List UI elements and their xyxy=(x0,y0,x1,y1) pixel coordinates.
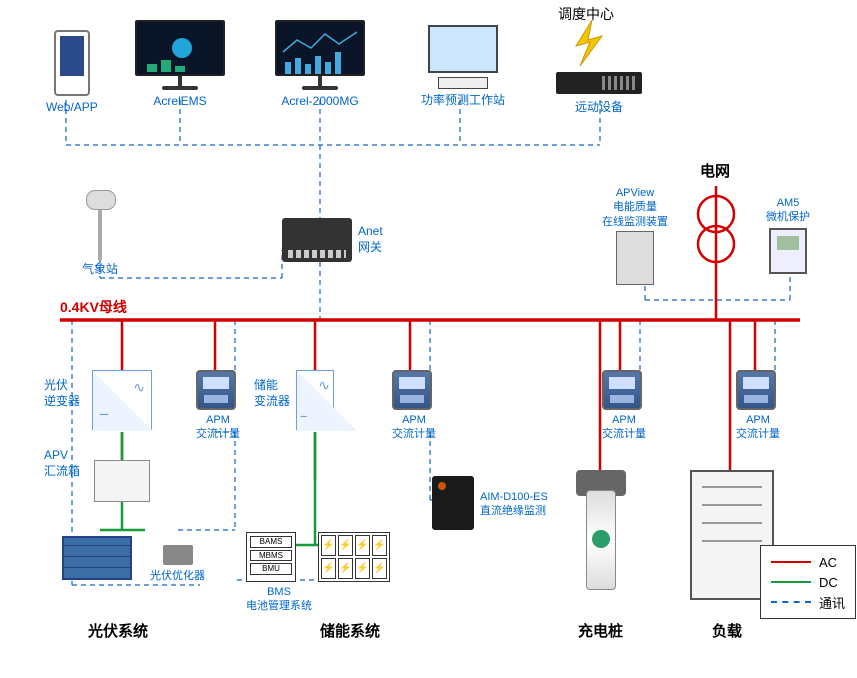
bms-node: BAMS MBMS BMU BMS电池管理系统 xyxy=(246,532,312,614)
anet-node: Anet网关 xyxy=(282,218,383,262)
charger-title: 充电桩 xyxy=(578,620,623,641)
meter-icon xyxy=(602,370,642,410)
load-apm-label: APM交流计量 xyxy=(736,413,780,442)
webapp-label: Web/APP xyxy=(46,100,98,116)
lightning-icon xyxy=(576,20,602,66)
pv-title: 光伏系统 xyxy=(88,620,148,641)
dispatch-label: 调度中心 xyxy=(558,4,614,24)
legend: AC DC 通讯 xyxy=(760,545,856,619)
am5-label: AM5微机保护 xyxy=(766,196,810,225)
aim-label: AIM-D100-ES直流绝缘监测 xyxy=(480,490,548,519)
acrelems-node: AcrelEMS xyxy=(135,20,225,110)
ess-converter-node: ∿-- xyxy=(296,370,334,430)
webapp-node: Web/APP xyxy=(46,30,98,116)
ess-apm-label: APM交流计量 xyxy=(392,413,436,442)
converter-icon: ∿-- xyxy=(296,370,334,430)
grid-label-node: 电网 xyxy=(700,160,730,181)
am5-node: AM5微机保护 xyxy=(766,196,810,274)
meter-icon xyxy=(392,370,432,410)
optimizer-label: 光伏优化器 xyxy=(150,569,205,583)
monitor-icon xyxy=(275,20,365,76)
dispatch-node: 调度中心 xyxy=(558,4,614,24)
pv-apm-node: APM交流计量 xyxy=(196,370,240,442)
rack-icon xyxy=(556,72,642,94)
busbar-label: 0.4KV母线 xyxy=(60,297,127,317)
anet-label: Anet网关 xyxy=(358,224,383,255)
charger-node xyxy=(566,470,636,600)
grid-label: 电网 xyxy=(700,160,730,181)
optimizer-node: 光伏优化器 xyxy=(150,545,205,583)
battery-icon: ⚡⚡⚡⚡⚡⚡⚡⚡ xyxy=(318,532,390,582)
monitor-icon xyxy=(135,20,225,76)
aim-node xyxy=(432,476,474,530)
apview-node: APView电能质量在线监测装置 xyxy=(602,186,668,285)
apv-label: APV汇流箱 xyxy=(44,448,80,479)
pv-inverter-node: ∿--- xyxy=(92,370,152,430)
bms-label: BMS电池管理系统 xyxy=(246,585,312,614)
meter-icon xyxy=(736,370,776,410)
acrelems-label: AcrelEMS xyxy=(135,94,225,110)
optimizer-icon xyxy=(163,545,193,565)
battery-node: ⚡⚡⚡⚡⚡⚡⚡⚡ xyxy=(318,532,390,582)
load-title: 负载 xyxy=(712,620,742,641)
ess-converter-label: 储能变流器 xyxy=(254,378,290,409)
apv-box-node xyxy=(94,460,150,502)
bms-icon: BAMS MBMS BMU xyxy=(246,532,296,582)
phone-icon xyxy=(54,30,90,96)
keyboard-icon xyxy=(438,77,488,89)
weather-station-icon xyxy=(78,190,122,260)
busbar-label-node: 0.4KV母线 xyxy=(60,297,127,317)
ess-apm-node: APM交流计量 xyxy=(392,370,436,442)
meter-icon xyxy=(196,370,236,410)
pv-apm-label: APM交流计量 xyxy=(196,413,240,442)
apview-icon xyxy=(616,231,654,285)
remote-device-node: 远动设备 xyxy=(556,72,642,116)
load-apm-node: APM交流计量 xyxy=(736,370,780,442)
ess-title: 储能系统 xyxy=(320,620,380,641)
solar-panel-icon xyxy=(62,536,132,580)
aim-icon xyxy=(432,476,474,530)
acrel2000mg-node: Acrel-2000MG xyxy=(275,20,365,110)
charger-apm-label: APM交流计量 xyxy=(602,413,646,442)
weather-node: 气象站 xyxy=(78,190,122,278)
forecast-label: 功率预测工作站 xyxy=(418,93,508,109)
relay-icon xyxy=(769,228,807,274)
gateway-icon xyxy=(282,218,352,262)
pv-inverter-label: 光伏逆变器 xyxy=(44,378,80,409)
pc-icon xyxy=(428,25,498,73)
ev-charger-icon xyxy=(566,470,636,600)
inverter-icon: ∿--- xyxy=(92,370,152,430)
combiner-box-icon xyxy=(94,460,150,502)
pv-panel-node xyxy=(62,536,132,580)
remote-device-label: 远动设备 xyxy=(556,100,642,116)
charger-apm-node: APM交流计量 xyxy=(602,370,646,442)
weather-label: 气象站 xyxy=(78,262,122,278)
acrel2000mg-label: Acrel-2000MG xyxy=(275,94,365,110)
apview-label: APView电能质量在线监测装置 xyxy=(602,186,668,229)
forecast-node: 功率预测工作站 xyxy=(418,25,508,109)
